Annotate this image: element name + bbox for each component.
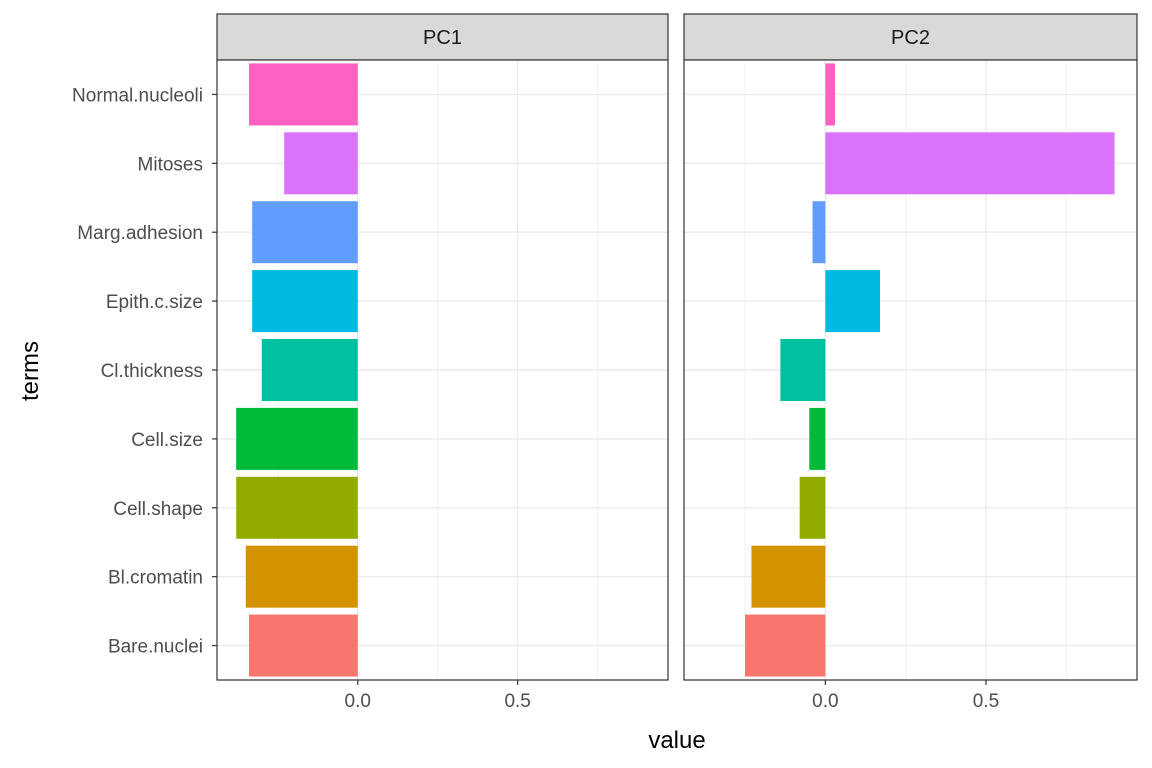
x-tick-label: 0.5 bbox=[504, 691, 530, 712]
panels-layer: PC1 0.0 0.5 PC2 0.0 0.5 bbox=[216, 13, 1138, 712]
term-label: Mitoses bbox=[138, 154, 203, 175]
panel-pc2: PC2 0.0 0.5 bbox=[683, 13, 1138, 712]
bar-pc2-bl-cromatin bbox=[751, 545, 826, 608]
term-label: Normal.nucleoli bbox=[72, 85, 203, 106]
x-tick-label: 0.0 bbox=[345, 691, 371, 712]
panel-border bbox=[683, 59, 1138, 681]
x-tick-label: 0.0 bbox=[812, 691, 838, 712]
term-label: Bl.cromatin bbox=[108, 568, 203, 589]
facet-strip bbox=[216, 13, 669, 61]
panel-pc1: PC1 0.0 0.5 bbox=[216, 13, 669, 712]
bar-pc2-epith-c-size bbox=[825, 270, 880, 333]
bar-pc2-cell-size bbox=[809, 407, 826, 470]
bar-pc2-cl-thickness bbox=[780, 339, 826, 401]
term-label: Epith.c.size bbox=[106, 292, 203, 313]
bar-pc1-mitoses bbox=[284, 132, 358, 195]
bar-pc1-bl-cromatin bbox=[245, 545, 358, 608]
bar-pc1-cl-thickness bbox=[261, 339, 358, 401]
bar-pc1-marg-adhesion bbox=[252, 201, 358, 264]
bar-pc2-marg-adhesion bbox=[812, 201, 826, 264]
bar-pc2-normal-nucleoli bbox=[825, 63, 835, 126]
bar-pc2-bare-nuclei bbox=[745, 614, 826, 677]
term-label: Bare.nuclei bbox=[108, 637, 203, 658]
facet-strip-label: PC2 bbox=[891, 27, 930, 49]
bar-pc1-cell-size bbox=[236, 407, 358, 470]
facet-strip-label: PC1 bbox=[423, 27, 462, 49]
x-tick-label: 0.5 bbox=[973, 691, 999, 712]
term-labels: Bare.nuclei Bl.cromatin Cell.shape Cell.siz… bbox=[72, 85, 217, 658]
bar-pc1-cell-shape bbox=[236, 476, 358, 539]
y-axis-title: terms bbox=[17, 341, 44, 401]
term-label: Cell.size bbox=[131, 430, 203, 451]
bar-pc2-mitoses bbox=[825, 132, 1115, 195]
bar-pc1-epith-c-size bbox=[252, 270, 358, 333]
term-label: Cl.thickness bbox=[101, 361, 203, 382]
term-label: Cell.shape bbox=[113, 499, 203, 520]
bar-pc1-bare-nuclei bbox=[248, 614, 358, 677]
term-label: Marg.adhesion bbox=[77, 223, 203, 244]
bar-pc2-cell-shape bbox=[799, 476, 826, 539]
bar-pc1-normal-nucleoli bbox=[248, 63, 358, 126]
x-axis-title: value bbox=[648, 727, 705, 754]
